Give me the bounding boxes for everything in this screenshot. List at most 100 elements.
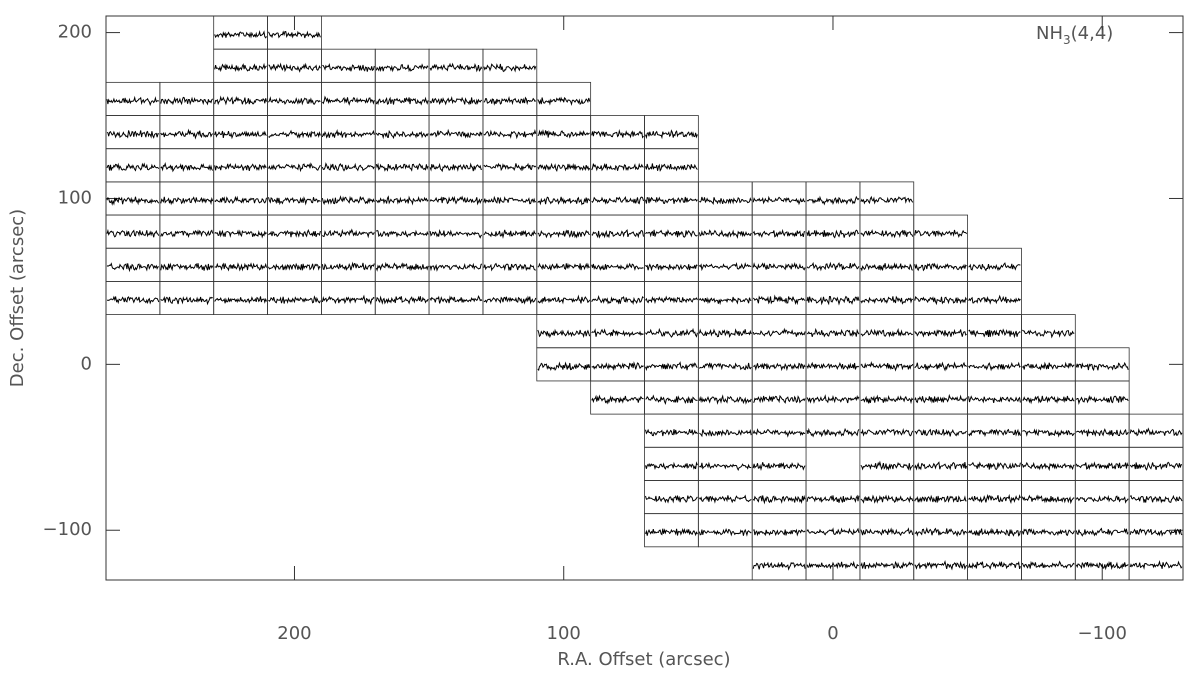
- cell-frame: [590, 148, 645, 183]
- spectrum: [322, 228, 375, 239]
- spectrum: [537, 229, 590, 239]
- spectrum-cell: [644, 181, 699, 216]
- spectrum: [1129, 528, 1183, 537]
- spectrum-cell: [859, 546, 915, 581]
- spectrum: [698, 494, 752, 504]
- spectrum: [645, 394, 698, 405]
- spectrum: [860, 494, 914, 504]
- cell-frame: [751, 314, 807, 349]
- spectrum-cell: [320, 148, 376, 183]
- spectrum-cell: [374, 148, 430, 183]
- spectrum-cell: [644, 480, 699, 515]
- spectrum: [375, 162, 429, 172]
- spectrum: [1075, 361, 1129, 372]
- spectrum: [860, 394, 914, 405]
- cell-frame: [697, 181, 753, 216]
- spectrum: [699, 461, 752, 471]
- spectrum: [160, 96, 214, 106]
- spectrum-cell: [590, 347, 645, 382]
- spectrum: [429, 262, 483, 272]
- cell-frame: [1128, 546, 1184, 581]
- spectrum: [645, 461, 698, 470]
- spectrum-cell: [105, 115, 161, 150]
- spectrum: [1075, 527, 1129, 537]
- spectrum: [483, 95, 537, 106]
- spectrum-cell: [374, 214, 430, 249]
- cell-frame: [213, 214, 268, 249]
- spectrum: [429, 294, 483, 304]
- spectrum: [1022, 428, 1075, 438]
- spectrum-cell: [1021, 480, 1076, 515]
- cell-frame: [374, 148, 430, 183]
- spectrum-cell: [320, 214, 376, 249]
- cell-frame: [859, 314, 915, 349]
- spectrum: [645, 129, 698, 140]
- spectrum: [160, 262, 214, 272]
- spectrum: [698, 394, 752, 405]
- spectrum-cell: [859, 446, 915, 481]
- spectrum: [1021, 461, 1075, 472]
- spectrum-cell: [105, 247, 161, 282]
- spectrum: [1129, 461, 1183, 471]
- spectrum: [268, 30, 321, 39]
- spectrum: [860, 262, 914, 272]
- spectrum: [860, 460, 914, 472]
- x-tick-label: 0: [827, 623, 838, 644]
- spectrum-cell: [644, 148, 699, 183]
- spectrum-cell: [697, 347, 753, 382]
- spectrum: [860, 427, 914, 437]
- spectrum-cell: [751, 380, 807, 415]
- spectrum-cell: [859, 314, 915, 349]
- spectrum-cell: [1074, 513, 1130, 548]
- spectrum: [698, 362, 752, 371]
- spectrum-cell: [428, 148, 484, 183]
- spectrum: [375, 229, 429, 238]
- spectrum-cell: [536, 115, 592, 150]
- spectrum-cell: [751, 513, 807, 548]
- spectrum: [268, 229, 321, 238]
- cell-frame: [913, 247, 968, 282]
- annotation-text: NH: [1036, 23, 1063, 44]
- spectrum: [483, 162, 537, 172]
- spectrum-cell: [859, 380, 915, 415]
- spectrum: [268, 262, 321, 271]
- spectrum-cell: [159, 247, 215, 282]
- cell-frame: [1128, 446, 1184, 481]
- spectrum: [806, 560, 859, 570]
- x-tick-label: 100: [547, 623, 581, 644]
- spectrum: [914, 229, 967, 238]
- spectrum: [591, 361, 644, 371]
- spectrum: [914, 296, 968, 306]
- spectrum-cell: [697, 413, 753, 448]
- spectrum-cell: [644, 513, 699, 548]
- spectrum: [160, 295, 213, 306]
- spectrum: [752, 228, 806, 238]
- spectrum: [214, 296, 267, 304]
- spectrum-cell: [213, 214, 268, 249]
- spectrum: [106, 162, 160, 172]
- spectrum-cell: [1021, 446, 1076, 481]
- spectrum-cell: [644, 413, 699, 448]
- cell-frame: [859, 281, 915, 315]
- spectrum-cell: [913, 347, 968, 382]
- spectrum: [806, 195, 860, 206]
- cell-frame: [428, 81, 484, 116]
- spectrum: [214, 262, 267, 272]
- spectrum-cell: [913, 413, 968, 448]
- annotation: NH3(4,4): [1036, 23, 1113, 47]
- spectrum-cell: [482, 148, 538, 183]
- spectrum-cell: [1128, 480, 1184, 515]
- spectrum-cell: [536, 148, 592, 183]
- spectrum: [806, 327, 860, 338]
- spectrum-cell: [805, 347, 861, 382]
- spectrum: [806, 427, 860, 438]
- spectrum: [806, 527, 860, 536]
- spectrum: [1075, 494, 1129, 504]
- spectrum: [429, 128, 483, 139]
- spectrum-cell: [805, 413, 861, 448]
- spectrum-cell: [482, 247, 538, 282]
- spectrum-cell: [374, 48, 430, 83]
- spectrum-cell: [751, 247, 807, 282]
- spectrum: [968, 527, 1021, 537]
- spectrum-cell: [267, 247, 322, 282]
